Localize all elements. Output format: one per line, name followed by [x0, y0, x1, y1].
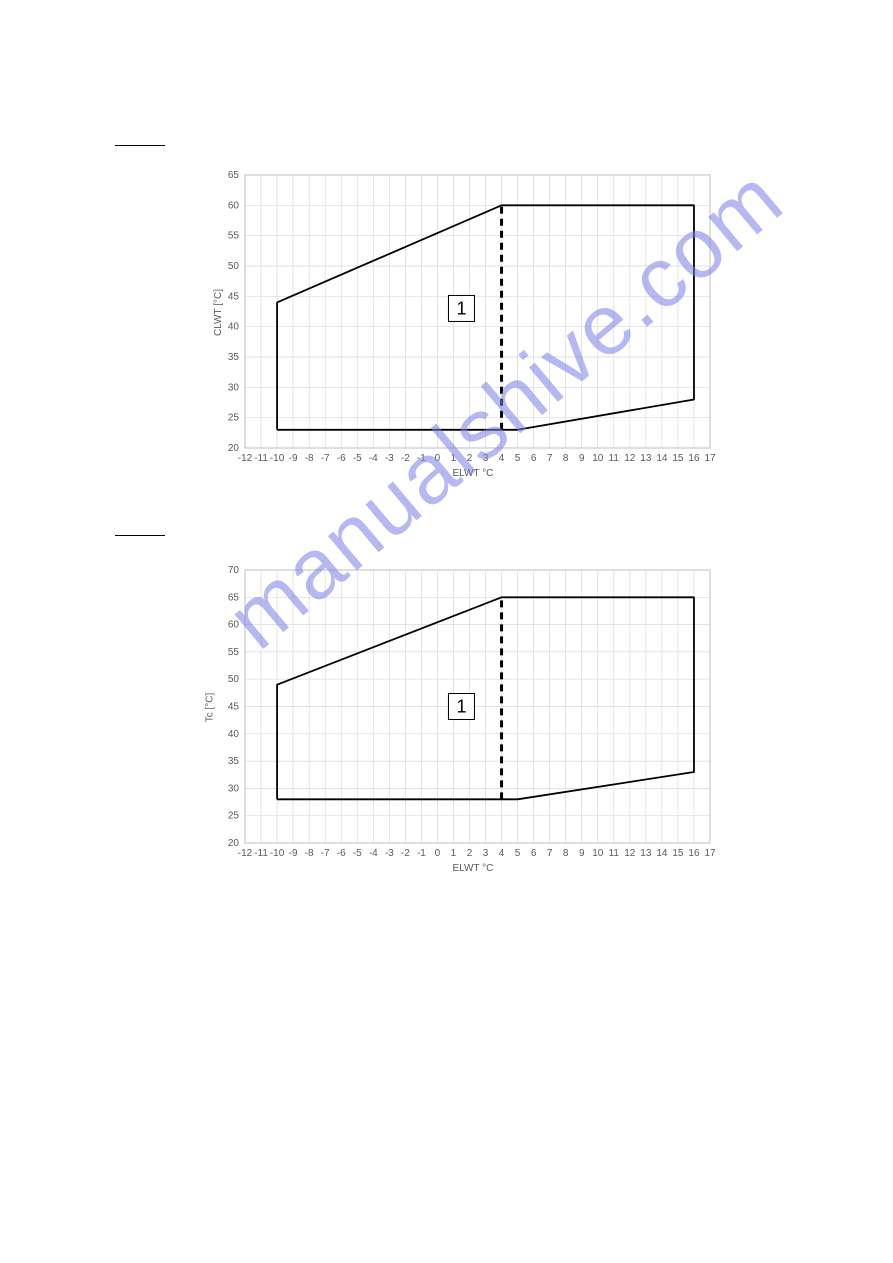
- svg-text:0: 0: [435, 453, 441, 464]
- svg-text:45: 45: [228, 702, 240, 713]
- svg-text:10: 10: [592, 453, 604, 464]
- svg-text:-6: -6: [337, 453, 346, 464]
- svg-text:-6: -6: [337, 848, 346, 859]
- svg-text:-9: -9: [289, 848, 298, 859]
- svg-text:60: 60: [228, 200, 240, 211]
- svg-text:-7: -7: [321, 848, 330, 859]
- svg-text:-10: -10: [270, 848, 285, 859]
- svg-text:5: 5: [515, 848, 521, 859]
- chart-tc-ylabel: Tc [°C]: [204, 692, 215, 722]
- svg-text:5: 5: [515, 453, 521, 464]
- chart-tc-xlabel: ELWT °C: [453, 863, 494, 874]
- svg-text:9: 9: [579, 848, 585, 859]
- svg-text:-12: -12: [238, 848, 253, 859]
- svg-text:1: 1: [456, 298, 466, 318]
- svg-text:6: 6: [531, 848, 537, 859]
- svg-text:-1: -1: [417, 848, 426, 859]
- svg-text:-4: -4: [369, 453, 378, 464]
- chart-tc: -12-11-10-9-8-7-6-5-4-3-2-10123456789101…: [215, 565, 715, 865]
- chart-clwt-svg: -12-11-10-9-8-7-6-5-4-3-2-10123456789101…: [215, 170, 715, 470]
- svg-text:12: 12: [624, 848, 636, 859]
- section-rule-1: [115, 145, 165, 146]
- svg-text:-11: -11: [254, 848, 268, 859]
- chart-clwt-ylabel: CLWT [°C]: [213, 289, 224, 336]
- svg-text:7: 7: [547, 453, 553, 464]
- svg-text:25: 25: [228, 413, 240, 424]
- svg-text:-7: -7: [321, 453, 330, 464]
- svg-text:50: 50: [228, 261, 240, 272]
- svg-text:-4: -4: [369, 848, 378, 859]
- svg-text:10: 10: [592, 848, 604, 859]
- svg-text:55: 55: [228, 647, 240, 658]
- svg-text:-10: -10: [270, 453, 285, 464]
- svg-text:1: 1: [456, 697, 466, 717]
- svg-text:-11: -11: [254, 453, 268, 464]
- svg-text:-8: -8: [305, 848, 314, 859]
- svg-text:3: 3: [483, 848, 489, 859]
- svg-text:9: 9: [579, 453, 585, 464]
- svg-text:13: 13: [640, 453, 652, 464]
- svg-text:8: 8: [563, 453, 569, 464]
- svg-text:3: 3: [483, 453, 489, 464]
- svg-text:15: 15: [672, 848, 684, 859]
- svg-text:-9: -9: [289, 453, 298, 464]
- svg-text:13: 13: [640, 848, 652, 859]
- svg-text:4: 4: [499, 848, 505, 859]
- svg-text:15: 15: [672, 453, 684, 464]
- svg-text:65: 65: [228, 170, 240, 181]
- section-rule-2: [115, 535, 165, 536]
- svg-text:-12: -12: [238, 453, 253, 464]
- chart-clwt: -12-11-10-9-8-7-6-5-4-3-2-10123456789101…: [215, 170, 715, 470]
- svg-text:11: 11: [609, 848, 620, 859]
- svg-text:2: 2: [467, 453, 473, 464]
- svg-text:30: 30: [228, 783, 240, 794]
- svg-text:65: 65: [228, 592, 240, 603]
- svg-text:8: 8: [563, 848, 569, 859]
- svg-text:7: 7: [547, 848, 553, 859]
- svg-text:16: 16: [688, 453, 700, 464]
- svg-text:-2: -2: [401, 453, 410, 464]
- svg-text:17: 17: [704, 453, 715, 464]
- svg-text:35: 35: [228, 352, 240, 363]
- svg-text:25: 25: [228, 811, 240, 822]
- svg-text:70: 70: [228, 565, 240, 576]
- svg-text:0: 0: [435, 848, 441, 859]
- svg-text:50: 50: [228, 674, 240, 685]
- svg-text:40: 40: [228, 729, 240, 740]
- svg-text:60: 60: [228, 620, 240, 631]
- svg-text:-2: -2: [401, 848, 410, 859]
- svg-text:-3: -3: [385, 848, 394, 859]
- svg-text:-3: -3: [385, 453, 394, 464]
- svg-text:14: 14: [656, 453, 668, 464]
- svg-text:2: 2: [467, 848, 473, 859]
- svg-text:12: 12: [624, 453, 636, 464]
- svg-text:20: 20: [228, 838, 240, 849]
- svg-text:6: 6: [531, 453, 537, 464]
- chart-tc-svg: -12-11-10-9-8-7-6-5-4-3-2-10123456789101…: [215, 565, 715, 865]
- svg-text:40: 40: [228, 322, 240, 333]
- svg-text:14: 14: [656, 848, 668, 859]
- svg-text:-1: -1: [417, 453, 426, 464]
- svg-text:35: 35: [228, 756, 240, 767]
- svg-text:4: 4: [499, 453, 505, 464]
- svg-text:11: 11: [609, 453, 620, 464]
- chart-clwt-xlabel: ELWT °C: [453, 468, 494, 479]
- svg-text:-8: -8: [305, 453, 314, 464]
- svg-text:-5: -5: [353, 848, 362, 859]
- svg-text:-5: -5: [353, 453, 362, 464]
- svg-text:16: 16: [688, 848, 700, 859]
- svg-text:1: 1: [451, 848, 457, 859]
- svg-text:20: 20: [228, 443, 240, 454]
- svg-text:55: 55: [228, 231, 240, 242]
- svg-text:30: 30: [228, 382, 240, 393]
- svg-text:1: 1: [451, 453, 457, 464]
- svg-text:45: 45: [228, 291, 240, 302]
- svg-text:17: 17: [704, 848, 715, 859]
